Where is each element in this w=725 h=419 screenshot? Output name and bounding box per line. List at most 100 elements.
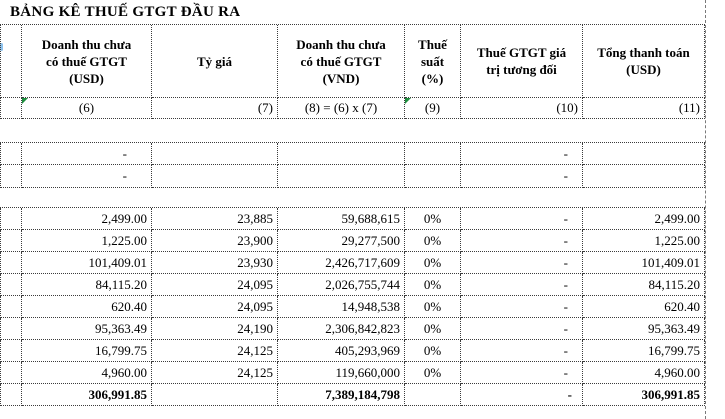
header-cell-revenue-vnd[interactable]: Doanh thu chưa có thuế GTGT (VND)	[278, 25, 405, 98]
cell-exchange-rate[interactable]: 23,930	[152, 252, 278, 274]
row-header-cell[interactable]	[0, 340, 22, 362]
cell-revenue-vnd[interactable]: 2,426,717,609	[278, 252, 405, 274]
cell-revenue-vnd[interactable]: 405,293,969	[278, 340, 405, 362]
cell-exchange-rate[interactable]: 24,125	[152, 340, 278, 362]
cell-vat-amount[interactable]: -	[461, 208, 583, 230]
cell-revenue-usd[interactable]: 84,115.20	[22, 274, 152, 296]
cell-vat-amount[interactable]: -	[461, 318, 583, 340]
cell-tax-rate[interactable]: 0%	[405, 296, 461, 318]
cell-total-payment[interactable]	[583, 165, 705, 188]
cell-total-payment[interactable]: 620.40	[583, 296, 705, 318]
code-cell-10[interactable]: (10)	[461, 98, 583, 119]
cell-total-payment[interactable]: 16,799.75	[583, 340, 705, 362]
row-header-cell[interactable]	[0, 318, 22, 340]
row-header-cell[interactable]	[0, 98, 22, 119]
cell-total-payment[interactable]: 2,499.00	[583, 208, 705, 230]
header-cell-vat-amount[interactable]: Thuế GTGT giá trị tương đối	[461, 25, 583, 98]
row-header-cell[interactable]	[0, 274, 22, 296]
cell-vat-amount[interactable]: -	[461, 252, 583, 274]
row-header-cell[interactable]	[0, 25, 22, 98]
cell-tax-rate[interactable]: 0%	[405, 340, 461, 362]
header-cell-total-payment[interactable]: Tổng thanh toán (USD)	[583, 25, 705, 98]
cell-revenue-usd[interactable]: 16,799.75	[22, 340, 152, 362]
cell-total-payment[interactable]: 4,960.00	[583, 362, 705, 384]
cell-vat-amount[interactable]: -	[461, 362, 583, 384]
cell-exchange-rate[interactable]: 24,095	[152, 296, 278, 318]
header-cell-revenue-usd[interactable]: Doanh thu chưa có thuế GTGT (USD)	[22, 25, 152, 98]
total-tax-rate[interactable]	[405, 384, 461, 406]
sheet-title[interactable]: BẢNG KÊ THUẾ GTGT ĐẦU RA	[10, 4, 241, 20]
cell-revenue-usd[interactable]: 101,409.01	[22, 252, 152, 274]
cell-vat-amount[interactable]: -	[461, 340, 583, 362]
row-header-cell[interactable]	[0, 362, 22, 384]
cell-total-payment[interactable]	[583, 143, 705, 165]
cell-tax-rate[interactable]: 0%	[405, 208, 461, 230]
cell-exchange-rate[interactable]: 23,885	[152, 208, 278, 230]
cell-exchange-rate[interactable]: 24,125	[152, 362, 278, 384]
row-header-cell[interactable]	[0, 208, 22, 230]
table-row: 84,115.20 24,095 2,026,755,744 0% - 84,1…	[0, 274, 705, 296]
cell-total-payment[interactable]: 101,409.01	[583, 252, 705, 274]
row-header-cell[interactable]	[0, 230, 22, 252]
code-cell-7[interactable]: (7)	[152, 98, 278, 119]
total-payment[interactable]: 306,991.85	[583, 384, 705, 406]
code-cell-11[interactable]: (11)	[583, 98, 705, 119]
row-header-cell[interactable]	[0, 384, 22, 406]
total-vat-amount[interactable]: -	[461, 384, 583, 406]
total-revenue-usd[interactable]: 306,991.85	[22, 384, 152, 406]
cell-revenue-usd[interactable]: 2,499.00	[22, 208, 152, 230]
code-cell-6[interactable]: (6)	[22, 98, 152, 119]
cell-revenue-vnd[interactable]	[278, 143, 405, 165]
row-header-cell[interactable]	[0, 143, 22, 165]
cell-vat-amount[interactable]: -	[461, 143, 583, 165]
cell-tax-rate[interactable]: 0%	[405, 362, 461, 384]
cell-revenue-vnd[interactable]	[278, 165, 405, 188]
cell-tax-rate[interactable]	[405, 143, 461, 165]
cell-total-payment[interactable]: 95,363.49	[583, 318, 705, 340]
cell-vat-amount[interactable]: -	[461, 274, 583, 296]
cell-revenue-usd[interactable]: -	[22, 143, 152, 165]
code-cell-8[interactable]: (8) = (6) x (7)	[278, 98, 405, 119]
cell-exchange-rate[interactable]: 24,190	[152, 318, 278, 340]
cell-tax-rate[interactable]: 0%	[405, 274, 461, 296]
cell-revenue-vnd[interactable]: 29,277,500	[278, 230, 405, 252]
header-block: Doanh thu chưa có thuế GTGT (USD) Tỷ giá…	[0, 24, 705, 119]
header-cell-tax-rate[interactable]: Thuế suất (%)	[405, 25, 461, 98]
cell-total-payment[interactable]: 1,225.00	[583, 230, 705, 252]
total-revenue-vnd[interactable]: 7,389,184,798	[278, 384, 405, 406]
cell-vat-amount[interactable]: -	[461, 230, 583, 252]
code-cell-9[interactable]: (9)	[405, 98, 461, 119]
cell-revenue-vnd[interactable]: 2,026,755,744	[278, 274, 405, 296]
cell-revenue-vnd[interactable]: 119,660,000	[278, 362, 405, 384]
cell-revenue-vnd[interactable]: 2,306,842,823	[278, 318, 405, 340]
cell-exchange-rate[interactable]	[152, 165, 278, 188]
cell-exchange-rate[interactable]	[152, 143, 278, 165]
cell-revenue-usd[interactable]: 4,960.00	[22, 362, 152, 384]
cell-revenue-usd[interactable]: 95,363.49	[22, 318, 152, 340]
row-header-cell[interactable]	[0, 165, 22, 188]
cell-vat-amount[interactable]: -	[461, 165, 583, 188]
cell-exchange-rate[interactable]: 23,900	[152, 230, 278, 252]
cell-tax-rate[interactable]: 0%	[405, 318, 461, 340]
header-cell-exchange-rate[interactable]: Tỷ giá	[152, 25, 278, 98]
table-header-row: Doanh thu chưa có thuế GTGT (USD) Tỷ giá…	[0, 25, 705, 98]
cell-revenue-usd[interactable]: 1,225.00	[22, 230, 152, 252]
cell-revenue-vnd[interactable]: 59,688,615	[278, 208, 405, 230]
cell-revenue-vnd[interactable]: 14,948,538	[278, 296, 405, 318]
cell-total-payment[interactable]: 84,115.20	[583, 274, 705, 296]
cell-vat-amount[interactable]: -	[461, 296, 583, 318]
header-line: Doanh thu chưa	[41, 36, 132, 52]
total-exchange-rate[interactable]	[152, 384, 278, 406]
cell-revenue-usd[interactable]: 620.40	[22, 296, 152, 318]
table-row: - -	[0, 143, 705, 165]
cell-tax-rate[interactable]	[405, 165, 461, 188]
row-header-cell[interactable]	[0, 252, 22, 274]
cell-tax-rate[interactable]: 0%	[405, 230, 461, 252]
cell-tax-rate[interactable]: 0%	[405, 252, 461, 274]
code-label: (7)	[257, 100, 273, 115]
cell-revenue-usd[interactable]: -	[22, 165, 152, 188]
table-row: 4,960.00 24,125 119,660,000 0% - 4,960.0…	[0, 362, 705, 384]
code-label: (9)	[424, 100, 441, 115]
cell-exchange-rate[interactable]: 24,095	[152, 274, 278, 296]
row-header-cell[interactable]	[0, 296, 22, 318]
